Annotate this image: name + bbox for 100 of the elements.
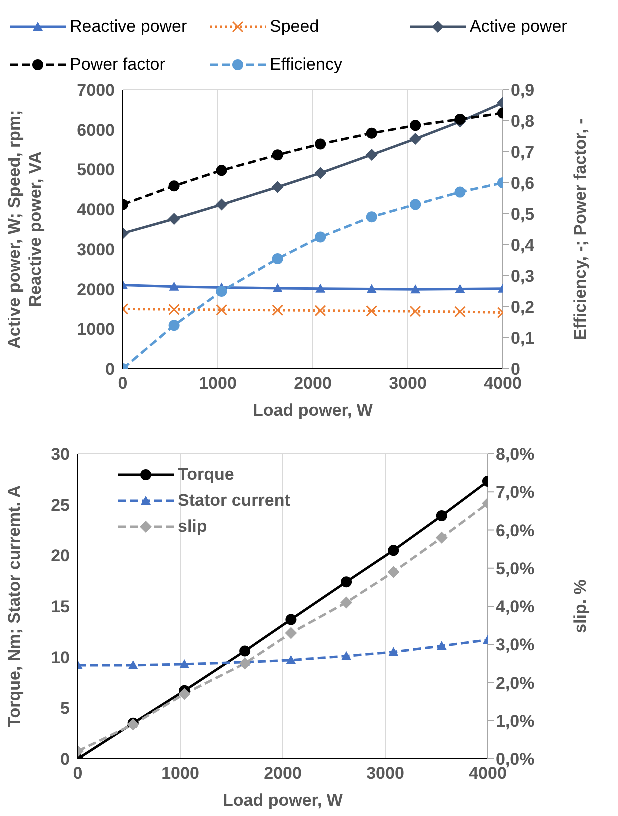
legend-label: Active power	[470, 17, 568, 37]
y-tick-label: 6000	[77, 120, 115, 140]
point	[272, 304, 284, 316]
point	[410, 133, 422, 146]
point	[168, 180, 180, 192]
y-tick-label: 0	[60, 750, 70, 770]
point	[316, 284, 326, 293]
point	[388, 566, 400, 578]
y2-tick-label: 0,6	[511, 174, 535, 194]
point	[341, 576, 352, 588]
point	[240, 646, 251, 657]
y-tick-label: 1000	[77, 320, 115, 340]
legend-label: Torque	[178, 465, 234, 485]
x-tick-label: 1000	[162, 764, 200, 784]
legend-label: Power factor	[70, 55, 166, 75]
point	[272, 283, 283, 292]
y-tick-label: 3000	[77, 240, 115, 260]
x-tick-label: 3000	[389, 374, 427, 394]
y2-tick-label: 2,0%	[496, 674, 535, 693]
y2-tick-label: 0,8	[511, 112, 535, 132]
legend-label: Stator current	[178, 491, 290, 511]
point	[366, 212, 378, 223]
y-tick-label: 5000	[77, 160, 115, 180]
point	[180, 659, 190, 668]
point	[314, 305, 326, 317]
y2-tick-label: 7,0%	[496, 483, 535, 502]
point	[168, 320, 180, 332]
point	[455, 284, 466, 294]
point	[454, 114, 466, 125]
y-tick-label: 10	[51, 648, 70, 668]
point	[168, 213, 180, 226]
y2-tick-label: 0,1	[511, 329, 535, 348]
legend-label: Reactive power	[70, 17, 188, 37]
point	[410, 306, 422, 318]
point	[366, 128, 378, 139]
point	[436, 510, 448, 522]
point	[388, 545, 400, 556]
y-tick-label: 4000	[77, 200, 115, 220]
point	[315, 232, 326, 243]
x-tick-label: 4000	[484, 374, 522, 394]
point	[342, 651, 352, 660]
y-tick-label: 2000	[77, 280, 115, 300]
x-axis-title: Load power, W	[253, 401, 374, 420]
point	[436, 532, 448, 544]
y2-tick-label: 4,0%	[496, 598, 535, 617]
point	[286, 614, 297, 626]
point	[454, 186, 466, 198]
point	[216, 286, 228, 297]
y-tick-label: 5	[60, 699, 70, 718]
y-tick-label: 15	[51, 598, 70, 617]
point	[410, 284, 421, 294]
y2-tick-label: 8,0%	[496, 445, 535, 464]
point	[366, 305, 378, 317]
point	[410, 120, 422, 132]
y2-tick-label: 0,3	[511, 267, 535, 286]
y2-tick-label: 5,0%	[496, 559, 535, 578]
point	[272, 150, 284, 161]
legend-label: slip	[178, 517, 208, 537]
point	[340, 596, 353, 609]
point	[314, 167, 327, 180]
x-axis-title: Load power, W	[223, 791, 344, 810]
point	[388, 647, 399, 656]
x-tick-label: 0	[118, 374, 128, 394]
y2-tick-label: 0,2	[511, 298, 535, 318]
y2-tick-label: 0,9	[511, 81, 535, 100]
point	[216, 165, 228, 176]
y2-tick-label: 3,0%	[496, 636, 535, 655]
y-tick-label: 30	[51, 445, 70, 464]
y2-tick-label: 0,7	[511, 143, 535, 162]
y2-axis-title: slip. %	[571, 580, 590, 634]
point	[366, 148, 378, 161]
point	[285, 627, 298, 640]
point	[272, 181, 284, 194]
point	[168, 304, 180, 316]
y2-tick-label: 0,5	[511, 205, 535, 224]
x-tick-label: 3000	[366, 764, 404, 784]
legend-label: Speed	[270, 17, 320, 37]
legend-label: Efficiency	[270, 55, 342, 75]
point	[436, 641, 447, 650]
point	[128, 660, 138, 670]
point	[410, 199, 422, 210]
point	[178, 688, 191, 700]
x-tick-label: 2000	[294, 374, 332, 394]
point	[239, 658, 252, 670]
point	[272, 253, 284, 264]
y-tick-label: 20	[51, 546, 70, 566]
y2-tick-label: 1,0%	[496, 712, 535, 731]
y-tick-label: 0	[106, 360, 115, 380]
x-tick-label: 1000	[199, 374, 237, 394]
point	[286, 655, 296, 664]
y-tick-label: 25	[51, 496, 70, 515]
y-axis-title: Active power, W; Speed, rpm; Reactive power, VA	[5, 110, 45, 349]
point	[454, 306, 466, 318]
x-tick-label: 2000	[264, 764, 302, 784]
point	[216, 304, 228, 316]
y-axis-title: Torque, Nm; Stator curremt. A	[5, 486, 24, 728]
point	[315, 138, 326, 150]
y-tick-label: 7000	[77, 81, 115, 100]
point	[216, 198, 228, 211]
y2-axis-title: Efficiency, -; Power factor, -	[571, 118, 590, 340]
